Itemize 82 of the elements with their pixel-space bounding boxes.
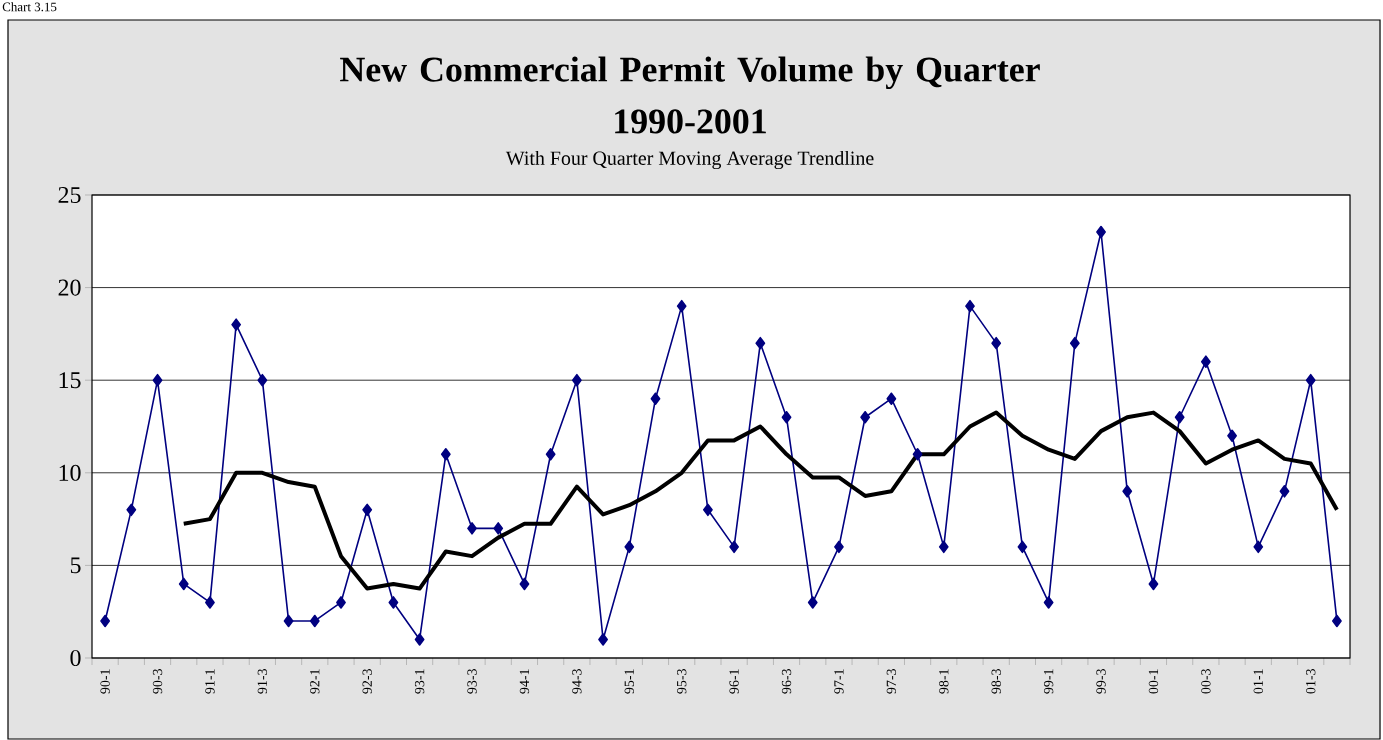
point <box>598 633 608 646</box>
x-tick-label: 98-3 <box>991 669 1001 694</box>
point <box>336 596 346 609</box>
y-tick-label: 0 <box>70 649 81 667</box>
point <box>1122 485 1133 498</box>
point <box>1200 355 1211 368</box>
point <box>1069 336 1080 350</box>
point <box>100 614 111 628</box>
point <box>912 448 923 461</box>
point <box>834 540 844 554</box>
point <box>1279 485 1290 498</box>
point <box>309 614 320 628</box>
point <box>440 448 451 461</box>
y-tick-label: 15 <box>59 372 81 389</box>
point <box>755 336 766 350</box>
x-tick-label: 95-3 <box>677 669 687 694</box>
point <box>283 614 294 628</box>
x-tick-label: 92-3 <box>362 669 372 694</box>
x-tick-label: 01-1 <box>1253 669 1263 694</box>
x-tick-label: 94-1 <box>519 669 530 694</box>
point <box>493 522 504 535</box>
point <box>676 299 687 313</box>
point <box>388 596 399 609</box>
x-tick-label: 90-1 <box>100 669 110 694</box>
point <box>231 318 242 331</box>
x-tick-label: 00-3 <box>1201 669 1211 694</box>
line-series <box>181 410 1339 591</box>
point <box>1148 577 1159 591</box>
point <box>205 596 215 609</box>
x-tick-label: 98-1 <box>939 669 949 694</box>
caption: Chart 3.15 <box>2 2 57 12</box>
x-tick-label: 91-3 <box>257 669 268 694</box>
point <box>1253 540 1264 554</box>
point <box>1043 596 1054 609</box>
x-tick-label: 99-1 <box>1043 669 1054 694</box>
point <box>1017 540 1028 554</box>
x-tick-label: 96-1 <box>729 669 739 694</box>
point <box>1227 429 1237 443</box>
x-tick-label: 93-1 <box>414 669 425 694</box>
point <box>545 448 556 461</box>
y-tick-label: 10 <box>59 464 81 481</box>
point <box>1332 614 1342 628</box>
point <box>467 522 477 535</box>
point <box>1174 410 1185 424</box>
x-tick-label: 92-1 <box>310 669 320 694</box>
x-tick-label: 95-1 <box>624 669 634 694</box>
point <box>126 503 137 517</box>
chart-title: New Commercial Permit Volume by Quarter 1990-2001 <box>340 56 1040 134</box>
point <box>624 540 635 554</box>
point <box>414 633 425 646</box>
y-tick-label: 5 <box>70 557 81 574</box>
x-tick-label: 00-1 <box>1148 669 1159 694</box>
chart-subtitle: With Four Quarter Moving Average Trendline <box>505 150 874 170</box>
point <box>257 373 268 387</box>
point <box>152 373 163 387</box>
point <box>519 577 530 591</box>
point <box>991 336 1002 350</box>
point <box>860 410 871 424</box>
point <box>571 373 582 387</box>
x-tick-label: 94-3 <box>572 669 582 694</box>
x-tick-label: 01-3 <box>1305 669 1316 694</box>
x-tick-label: 90-3 <box>152 669 163 694</box>
point <box>807 596 818 609</box>
point <box>650 392 661 405</box>
y-tick-label: 25 <box>58 186 81 204</box>
y-tick-label: 20 <box>58 279 81 296</box>
point <box>703 503 713 517</box>
x-tick-label: 91-1 <box>205 669 215 694</box>
x-tick-label: 93-3 <box>467 669 477 694</box>
x-tick-label: 99-3 <box>1096 669 1106 694</box>
point <box>886 392 897 405</box>
point <box>781 410 792 424</box>
x-tick-label: 97-3 <box>886 669 897 694</box>
point <box>729 540 740 554</box>
point <box>362 503 373 517</box>
point <box>1305 373 1316 387</box>
point <box>938 540 949 554</box>
point <box>178 577 189 591</box>
point <box>1096 225 1106 239</box>
x-tick-label: 97-1 <box>834 669 844 694</box>
point <box>965 299 975 313</box>
x-tick-label: 96-3 <box>781 669 792 694</box>
